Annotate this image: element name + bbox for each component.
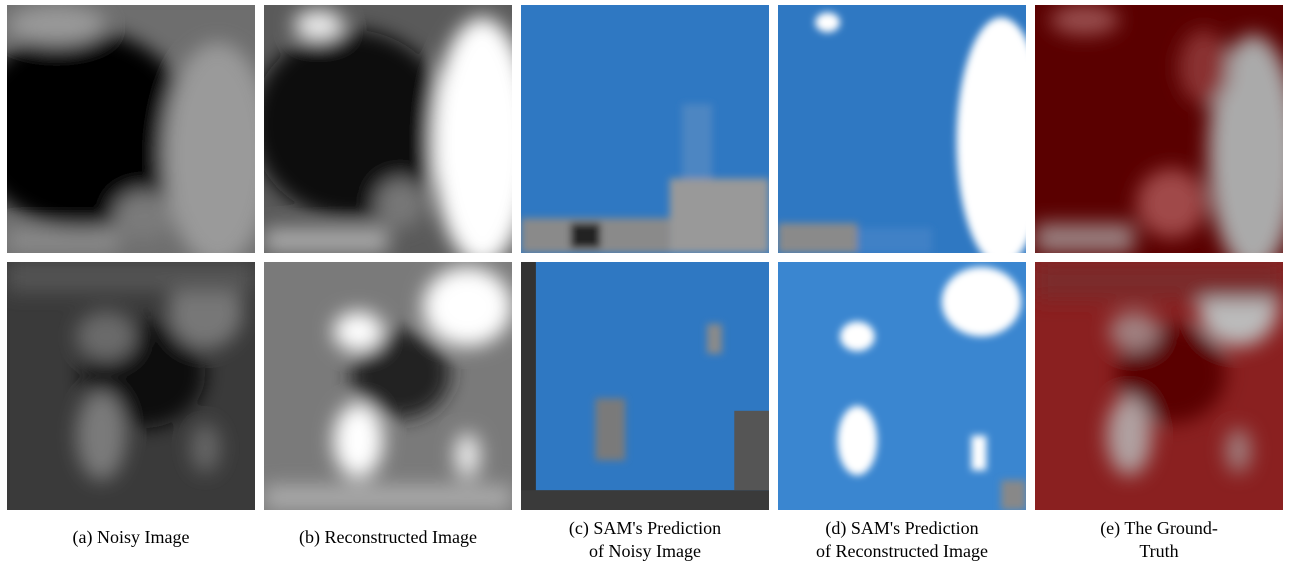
- caption: (a) Noisy Image: [73, 527, 190, 548]
- sam-reconstructed-2: [778, 262, 1026, 510]
- caption: of Reconstructed Image: [816, 541, 988, 561]
- sam-reconstructed-1: [778, 5, 1046, 265]
- reconstructed-image-2: [264, 262, 512, 510]
- noisy-image-2: [7, 262, 255, 510]
- ground-truth-1: [1035, 5, 1289, 273]
- ground-truth-2: [1035, 262, 1283, 510]
- noisy-image-1: [0, 5, 272, 265]
- caption: (e) The Ground-: [1100, 518, 1218, 539]
- caption: Truth: [1139, 541, 1178, 561]
- reconstructed-image-1: [252, 5, 532, 265]
- caption: of Noisy Image: [589, 541, 701, 561]
- sam-noisy-2: [521, 262, 769, 510]
- caption: (b) Reconstructed Image: [299, 527, 477, 548]
- caption: (c) SAM's Prediction: [569, 518, 721, 539]
- sam-noisy-1: [521, 5, 769, 253]
- figure: (a) Noisy Image (b) Reconstructed Image …: [0, 0, 1289, 566]
- caption: (d) SAM's Prediction: [825, 518, 978, 539]
